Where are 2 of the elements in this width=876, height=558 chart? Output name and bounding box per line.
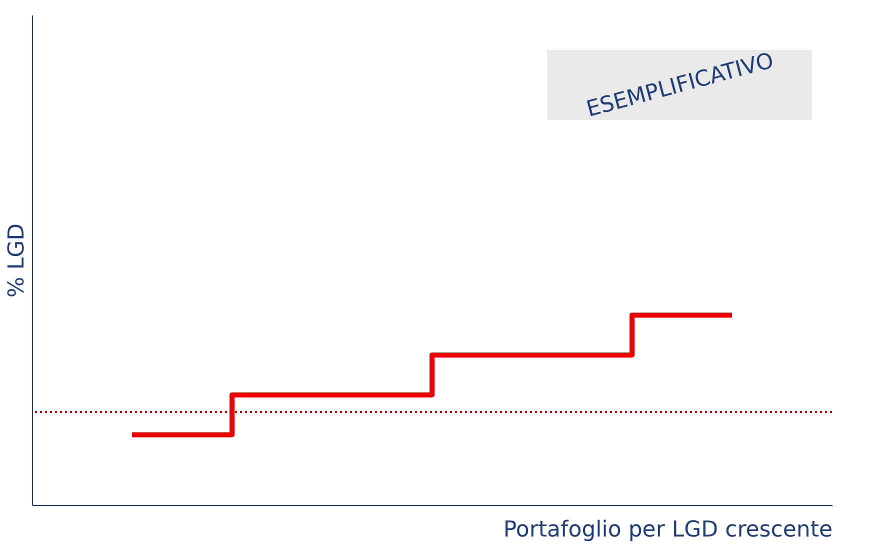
x-axis-title: Portafoglio per LGD crescente: [503, 518, 832, 542]
y-axis-title: % LGD: [4, 223, 30, 298]
